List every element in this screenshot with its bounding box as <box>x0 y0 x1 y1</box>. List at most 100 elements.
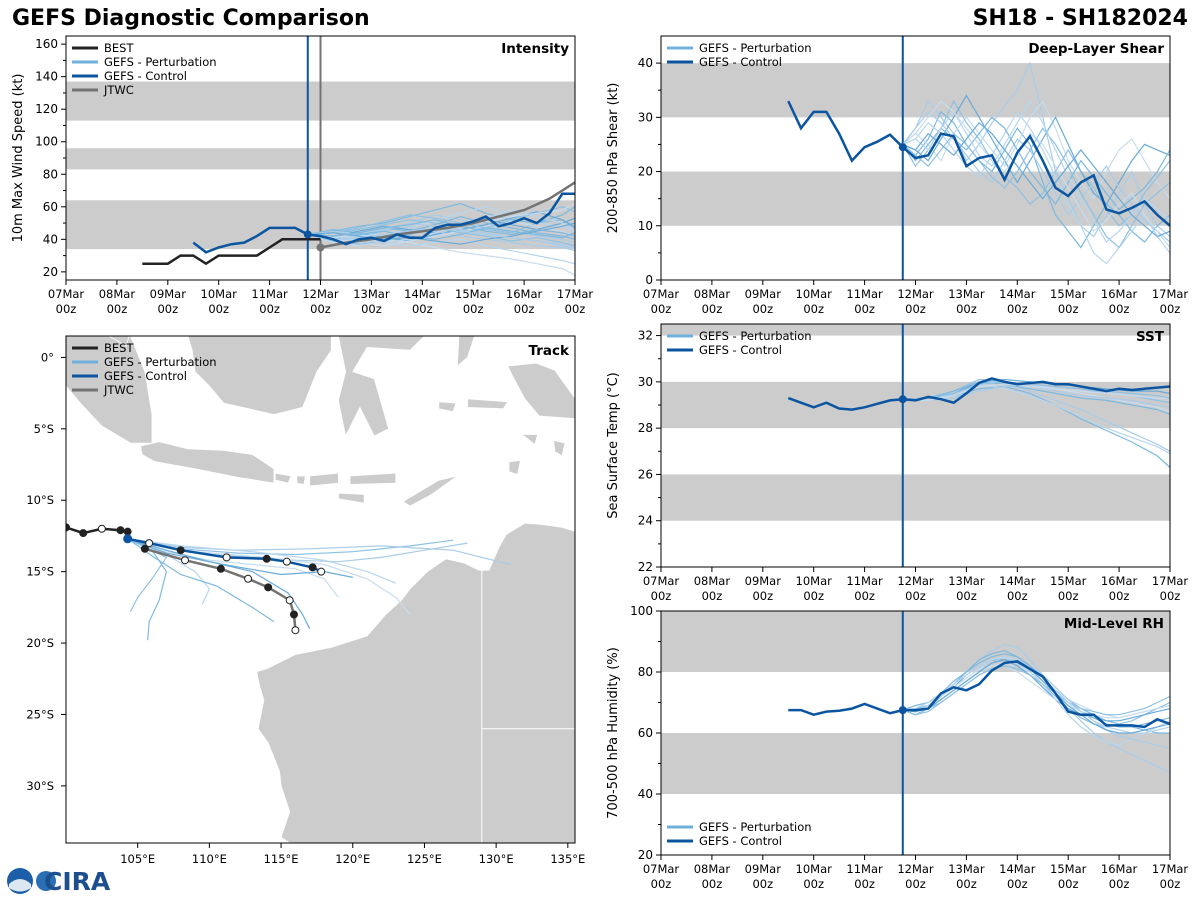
x-tick-label-hour: 00z <box>702 589 723 603</box>
legend-label-control: GEFS - Control <box>699 55 782 69</box>
x-tick-label-hour: 00z <box>956 302 977 316</box>
lat-tick-label: 5°S <box>34 422 54 436</box>
x-tick-label-hour: 00z <box>854 877 875 891</box>
perturbation-member-line <box>307 202 575 236</box>
x-tick-label-day: 14Mar <box>999 574 1036 588</box>
x-tick-label-day: 13Mar <box>353 287 390 301</box>
y-tick-label: 0 <box>645 273 653 287</box>
x-tick-label-hour: 00z <box>56 302 77 316</box>
x-tick-label-hour: 00z <box>956 589 977 603</box>
x-tick-label-day: 07Mar <box>643 862 680 876</box>
x-tick-label-hour: 00z <box>514 302 535 316</box>
x-tick-label-day: 14Mar <box>999 862 1036 876</box>
lon-tick-label: 115°E <box>264 852 299 866</box>
x-tick-label-hour: 00z <box>310 302 331 316</box>
perturbation-member-line <box>902 121 1170 238</box>
lon-tick-label: 110°E <box>192 852 227 866</box>
threshold-band <box>661 474 1170 521</box>
chart-title: Track <box>529 343 570 359</box>
lat-tick-label: 0° <box>41 350 54 364</box>
x-tick-label-day: 11Mar <box>846 862 883 876</box>
jtwc-track-point <box>140 544 149 553</box>
x-tick-label-day: 13Mar <box>948 287 985 301</box>
x-tick-label-hour: 00z <box>1058 589 1079 603</box>
land-australia <box>256 522 575 843</box>
noaa-bird-icon <box>9 879 31 892</box>
threshold-band <box>661 63 1170 118</box>
x-tick-label-hour: 00z <box>752 877 773 891</box>
chart-shear: 01020304007Mar00z08Mar00z09Mar00z10Mar00… <box>606 35 1188 316</box>
y-axis-label: 10m Max Wind Speed (kt) <box>11 74 26 243</box>
x-tick-label-day: 16Mar <box>1101 287 1138 301</box>
threshold-band <box>661 611 1170 672</box>
land-halmahera <box>456 336 476 367</box>
land-aru <box>553 439 566 457</box>
perturbation-member-line <box>902 99 1170 200</box>
land-sulawesi <box>337 336 426 438</box>
lon-tick-label: 125°E <box>407 852 442 866</box>
control-line <box>787 100 1170 227</box>
y-tick-label: 40 <box>638 56 653 70</box>
lon-tick-label: 105°E <box>120 852 155 866</box>
chart-intensity: 2040608010012014016007Mar00z08Mar00z09Ma… <box>11 35 593 316</box>
control-init-point <box>898 706 907 715</box>
x-tick-label-hour: 00z <box>565 302 586 316</box>
x-tick-label-hour: 00z <box>1109 589 1130 603</box>
perturbation-member-line <box>902 381 1170 400</box>
land-seram <box>467 398 509 410</box>
threshold-band <box>661 733 1170 794</box>
perturbation-member-line <box>902 385 1170 408</box>
y-tick-label: 32 <box>638 329 653 343</box>
lon-tick-label: 135°E <box>550 852 585 866</box>
control-line <box>787 377 1170 411</box>
legend-label-perturbation: GEFS - Perturbation <box>699 329 812 343</box>
x-tick-label-hour: 00z <box>1160 877 1181 891</box>
legend-label-best: BEST <box>104 41 134 55</box>
perturbation-member-line <box>902 665 1170 716</box>
perturbation-member-line <box>307 227 575 250</box>
x-tick-label-day: 11Mar <box>251 287 288 301</box>
cira-logo-text: CIRA <box>44 867 111 896</box>
x-tick-label-hour: 00z <box>1007 877 1028 891</box>
y-tick-label: 24 <box>638 514 653 528</box>
x-tick-label-hour: 00z <box>905 302 926 316</box>
legend-label-perturbation: GEFS - Perturbation <box>104 55 217 69</box>
control-init-point <box>123 534 133 544</box>
legend-label-jtwc: JTWC <box>103 383 134 397</box>
control-init-point <box>303 230 312 239</box>
lon-tick-label: 130°E <box>479 852 514 866</box>
jtwc-track-point <box>285 596 294 605</box>
x-tick-label-day: 17Mar <box>1152 862 1189 876</box>
x-tick-label-day: 15Mar <box>1050 862 1087 876</box>
x-tick-label-day: 16Mar <box>1101 862 1138 876</box>
x-tick-label-day: 15Mar <box>1050 287 1087 301</box>
x-tick-label-hour: 00z <box>752 589 773 603</box>
page-title: GEFS Diagnostic Comparison <box>12 6 370 31</box>
chart-sst: 22242628303207Mar00z08Mar00z09Mar00z10Ma… <box>606 323 1188 603</box>
control-track-point <box>308 563 317 572</box>
x-tick-label-hour: 00z <box>905 877 926 891</box>
y-tick-label: 28 <box>638 421 653 435</box>
legend-label-control: GEFS - Control <box>104 369 187 383</box>
perturbation-member-line <box>902 99 1170 227</box>
x-tick-label-hour: 00z <box>956 877 977 891</box>
axes-frame <box>660 323 1171 568</box>
best-track-point <box>97 524 106 533</box>
lat-tick-label: 15°S <box>26 565 54 579</box>
legend-label-perturbation: GEFS - Perturbation <box>104 355 217 369</box>
x-tick-label-hour: 00z <box>651 589 672 603</box>
legend-label-perturbation: GEFS - Perturbation <box>699 820 812 834</box>
perturbation-member-line <box>902 116 1170 211</box>
y-tick-label: 10 <box>638 219 653 233</box>
x-tick-label-day: 12Mar <box>897 574 934 588</box>
map-frame <box>65 335 576 844</box>
x-tick-label-day: 13Mar <box>948 862 985 876</box>
y-tick-label: 40 <box>43 232 58 246</box>
x-tick-label-hour: 00z <box>854 589 875 603</box>
y-tick-label: 22 <box>638 560 653 574</box>
x-tick-label-day: 07Mar <box>643 574 680 588</box>
control-track-point <box>262 554 271 563</box>
perturbation-member-line <box>902 99 1170 243</box>
land-buru <box>438 401 457 413</box>
